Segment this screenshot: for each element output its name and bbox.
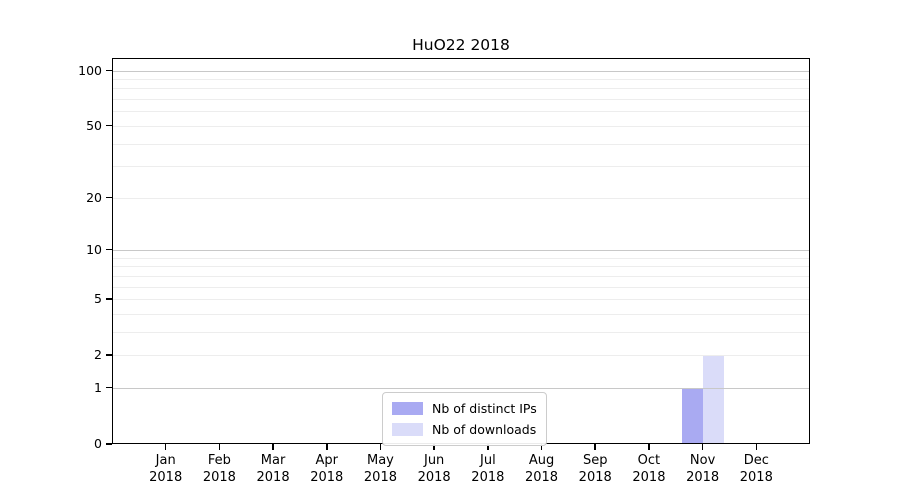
x-tick-feb — [218, 444, 221, 450]
x-tick-jun — [433, 444, 435, 450]
x-tick-jul — [487, 444, 489, 450]
gridline-minor-60 — [113, 111, 809, 113]
x-tick-label-may: May 2018 — [363, 453, 397, 485]
gridline-major-10 — [113, 249, 809, 251]
x-tick-label-mar: Mar 2018 — [256, 453, 290, 485]
y-tick-5 — [106, 298, 112, 300]
y-tick-20 — [106, 196, 112, 199]
gridline-minor-7 — [113, 275, 809, 277]
x-tick-label-feb: Feb 2018 — [202, 453, 236, 485]
y-tick-label-10: 10 — [86, 241, 102, 257]
x-tick-label-oct: Oct 2018 — [632, 453, 666, 485]
x-tick-label-jul: Jul 2018 — [471, 453, 505, 485]
x-tick-may — [379, 444, 382, 450]
y-tick-0 — [106, 443, 112, 445]
x-tick-aug — [540, 444, 543, 450]
x-tick-label-jun: Jun 2018 — [417, 453, 451, 485]
y-tick-label-20: 20 — [86, 189, 102, 205]
x-tick-label-dec: Dec 2018 — [739, 453, 773, 485]
legend-item-distinct-ips: Nb of distinct IPs — [392, 398, 537, 419]
gridline-minor-90 — [113, 79, 809, 81]
x-tick-label-sep: Sep 2018 — [578, 453, 612, 485]
y-tick-label-5: 5 — [94, 290, 102, 306]
y-tick-label-0: 0 — [94, 435, 102, 451]
y-tick-10 — [106, 248, 112, 251]
y-tick-100 — [106, 69, 112, 72]
x-tick-sep — [594, 444, 596, 450]
gridline-minor-5 — [113, 299, 809, 301]
y-tick-50 — [106, 124, 112, 127]
legend: Nb of distinct IPs Nb of downloads — [382, 392, 547, 446]
x-tick-label-jan: Jan 2018 — [149, 453, 183, 485]
gridline-major-1 — [113, 387, 809, 389]
gridline-minor-20 — [113, 197, 809, 199]
y-tick-label-50: 50 — [86, 117, 102, 133]
x-tick-dec — [755, 444, 758, 450]
legend-label-distinct-ips: Nb of distinct IPs — [432, 401, 537, 416]
y-tick-label-2: 2 — [94, 346, 102, 362]
x-tick-mar — [272, 444, 274, 450]
gridline-major-100 — [113, 70, 809, 72]
legend-swatch-downloads — [392, 423, 423, 436]
legend-swatch-distinct-ips — [392, 402, 423, 415]
x-tick-jan — [164, 444, 167, 450]
gridline-minor-8 — [113, 266, 809, 268]
y-tick-label-1: 1 — [94, 379, 102, 395]
legend-item-downloads: Nb of downloads — [392, 419, 537, 440]
gridline-minor-6 — [113, 286, 809, 288]
x-tick-apr — [326, 444, 328, 450]
x-tick-oct — [648, 444, 650, 450]
gridline-minor-4 — [113, 313, 809, 315]
x-tick-nov — [701, 444, 704, 450]
gridline-minor-80 — [113, 88, 809, 90]
gridline-minor-9 — [113, 257, 809, 259]
gridline-minor-70 — [113, 99, 809, 101]
y-tick-1 — [106, 386, 112, 389]
x-tick-label-aug: Aug 2018 — [524, 453, 559, 485]
y-tick-label-100: 100 — [78, 62, 102, 78]
gridline-minor-2 — [113, 355, 809, 357]
plot-area: Nb of distinct IPs Nb of downloads — [112, 58, 810, 446]
x-tick-label-apr: Apr 2018 — [310, 453, 344, 485]
y-tick-2 — [106, 354, 112, 356]
legend-label-downloads: Nb of downloads — [432, 422, 537, 437]
gridline-minor-30 — [113, 166, 809, 168]
gridline-minor-40 — [113, 143, 809, 145]
x-tick-label-nov: Nov 2018 — [686, 453, 720, 485]
chart-title: HuO22 2018 — [412, 36, 510, 54]
gridline-minor-50 — [113, 125, 809, 127]
bar-nov-distinct-ips — [681, 387, 703, 444]
bar-nov-downloads — [702, 355, 724, 444]
gridline-minor-3 — [113, 331, 809, 333]
